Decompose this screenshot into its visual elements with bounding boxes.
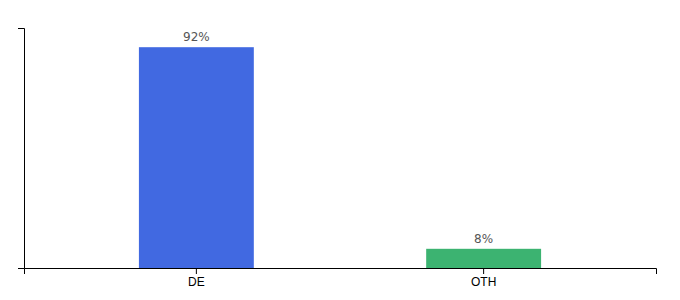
x-axis: DE OTH bbox=[25, 268, 657, 289]
x-tick: DE bbox=[188, 268, 205, 289]
x-tick-mark bbox=[196, 268, 197, 274]
bars bbox=[139, 47, 541, 268]
plot: DE OTH 92% 8% bbox=[18, 29, 657, 289]
x-tick-mark bbox=[483, 268, 484, 274]
data-labels: 92% 8% bbox=[183, 30, 493, 246]
y-axis-line bbox=[18, 29, 25, 269]
data-label: 8% bbox=[474, 232, 493, 246]
x-tick-label: DE bbox=[188, 275, 205, 289]
bar bbox=[426, 249, 541, 268]
y-axis bbox=[18, 29, 25, 269]
x-tick: OTH bbox=[471, 268, 496, 289]
x-axis-line bbox=[25, 269, 657, 275]
bar bbox=[139, 47, 254, 268]
chart: DE OTH 92% 8% bbox=[0, 0, 680, 300]
data-label: 92% bbox=[183, 30, 210, 44]
x-tick-label: OTH bbox=[471, 275, 496, 289]
